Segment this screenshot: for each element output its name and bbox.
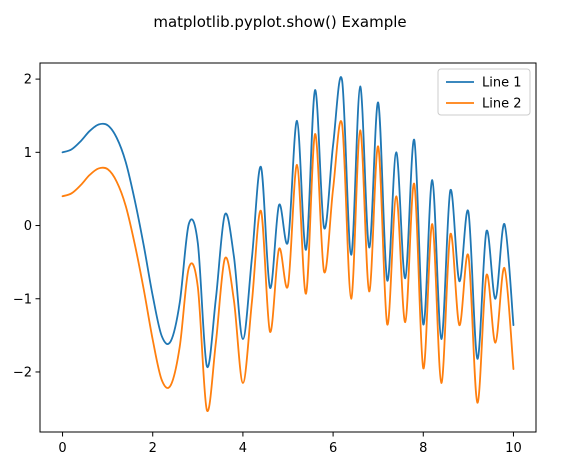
plot-area [40,63,536,432]
y-tick-label: 2 [24,73,32,88]
series-group [61,76,515,412]
x-tick-label: 2 [149,441,157,456]
y-axis: 2 1 0 −1 −2 [13,73,40,380]
chart-title: matplotlib.pyplot.show() Example [153,13,406,31]
legend: Line 1 Line 2 [437,68,531,116]
legend-label-1: Line 1 [482,76,522,91]
axes-frame [39,62,537,433]
y-tick-label: 1 [24,146,32,161]
x-tick-label: 6 [329,441,337,456]
x-axis: 0 2 4 6 8 10 [58,432,522,456]
y-tick-label: −2 [13,365,32,380]
x-tick-label: 4 [239,441,247,456]
x-tick-label: 8 [419,441,427,456]
legend-label-2: Line 2 [482,97,522,112]
y-tick-label: −1 [13,292,32,307]
series-line-1 [61,76,515,369]
series-line-2 [61,120,515,412]
axes-border [39,62,537,433]
x-tick-label: 10 [505,441,522,456]
axes-background [40,63,536,432]
x-tick-label: 0 [58,441,66,456]
y-tick-label: 0 [24,219,32,234]
